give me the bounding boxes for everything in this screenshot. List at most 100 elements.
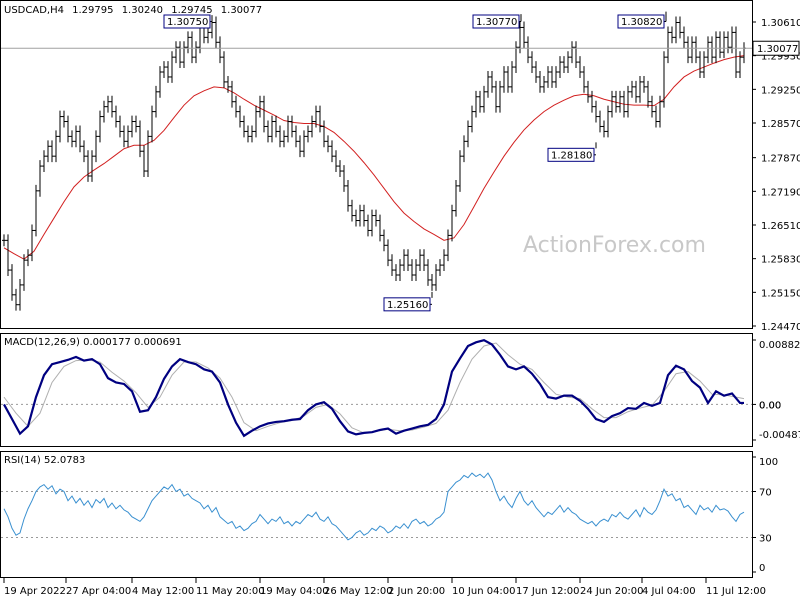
price-bar <box>386 239 390 267</box>
price-bar <box>242 115 246 138</box>
price-bar <box>86 150 90 182</box>
price-bar <box>358 204 362 227</box>
price-bar <box>538 71 542 93</box>
price-bar <box>158 66 162 98</box>
macd-tick-label: 0.00 <box>759 400 781 411</box>
price-bar <box>678 16 682 39</box>
price-bar <box>574 41 578 69</box>
price-bar <box>590 90 594 113</box>
time-tick-label: 19 May 04:00 <box>260 586 329 597</box>
price-bar <box>226 75 230 93</box>
price-bar <box>54 130 58 163</box>
price-bar <box>706 36 710 64</box>
price-bar <box>602 120 606 138</box>
price-bar <box>82 140 86 163</box>
price-annotation: 1.30770 <box>472 14 522 29</box>
price-bar <box>470 105 474 133</box>
price-bar <box>338 160 342 177</box>
open-value: 1.29795 <box>72 5 113 16</box>
macd-label: MACD(12,26,9) 0.000177 0.000691 <box>4 337 182 348</box>
price-bar <box>270 115 274 143</box>
price-bar <box>362 204 366 227</box>
time-tick-label: 17 Jun 12:00 <box>516 586 580 597</box>
price-bar <box>314 105 318 128</box>
time-tick-label: 4 Jul 04:00 <box>642 586 696 597</box>
price-bar <box>666 26 670 64</box>
price-bar <box>598 110 602 133</box>
price-bar <box>526 36 530 64</box>
macd-signal-value-label: 0.00 <box>759 400 781 411</box>
price-bar <box>110 95 114 118</box>
annotation-label: 1.25160 <box>387 300 428 311</box>
price-bar <box>122 125 126 148</box>
macd-tick-label: 0.00882 <box>759 340 800 351</box>
price-bar <box>694 36 698 64</box>
rsi-tick-label: 30 <box>759 534 772 545</box>
price-tick-label: 1.25830 <box>761 255 800 266</box>
price-bar <box>14 288 18 311</box>
price-bar <box>642 75 646 93</box>
price-bar <box>182 41 186 69</box>
time-tick-label: 19 Apr 2022 <box>4 586 66 597</box>
price-bar <box>434 264 438 291</box>
price-bar <box>486 71 490 98</box>
price-bar <box>278 125 282 148</box>
price-bar <box>398 259 402 281</box>
price-bar <box>454 179 458 217</box>
time-tick-label: 27 Apr 04:00 <box>66 586 131 597</box>
price-bar <box>670 26 674 44</box>
price-bar <box>514 41 518 73</box>
price-bar <box>346 179 350 212</box>
price-bar <box>178 41 182 69</box>
price-bar <box>406 249 410 272</box>
price-bar <box>34 184 38 237</box>
price-bar <box>650 95 654 118</box>
price-bar <box>74 125 78 148</box>
price-bar <box>478 90 482 113</box>
price-bar <box>582 66 586 93</box>
price-bar <box>530 51 534 73</box>
price-bar <box>674 16 678 44</box>
price-bar <box>490 71 494 93</box>
price-bar <box>510 61 514 93</box>
price-bar <box>522 21 526 49</box>
price-tick-label: 1.25150 <box>761 288 800 299</box>
price-bar <box>30 224 34 262</box>
price-bar <box>102 100 106 123</box>
price-bar <box>378 214 382 242</box>
price-bar <box>174 41 178 64</box>
price-bar <box>638 75 642 103</box>
rsi-label: RSI(14) 52.0783 <box>4 455 85 466</box>
price-bar <box>422 249 426 272</box>
price-bar <box>626 85 630 118</box>
moving-average-line <box>3 55 745 260</box>
price-bar <box>342 165 346 192</box>
price-bar <box>294 125 298 148</box>
price-bar <box>354 209 358 227</box>
price-bar <box>414 259 418 281</box>
price-bar <box>418 249 422 272</box>
price-bar <box>370 209 374 237</box>
price-tick-label: 1.30610 <box>761 18 800 29</box>
price-bar <box>558 56 562 78</box>
price-bar <box>2 234 6 247</box>
price-bar <box>222 51 226 88</box>
price-bar <box>42 150 46 173</box>
price-bar <box>646 80 650 108</box>
price-bar <box>190 31 194 64</box>
price-bar <box>230 80 234 108</box>
price-bar <box>502 66 506 93</box>
price-bar <box>130 115 134 138</box>
price-tick-label: 1.24470 <box>761 322 800 333</box>
price-bar <box>46 140 50 163</box>
price-bar <box>698 51 702 78</box>
price-bar <box>462 135 466 163</box>
price-bar <box>310 115 314 138</box>
time-tick-label: 2 Jun 20:00 <box>388 586 445 597</box>
price-bar <box>170 51 174 83</box>
price-bar <box>734 26 738 78</box>
price-bar <box>290 115 294 138</box>
time-tick-label: 24 Jun 20:00 <box>580 586 644 597</box>
price-bar <box>710 36 714 64</box>
price-bar <box>658 95 662 128</box>
